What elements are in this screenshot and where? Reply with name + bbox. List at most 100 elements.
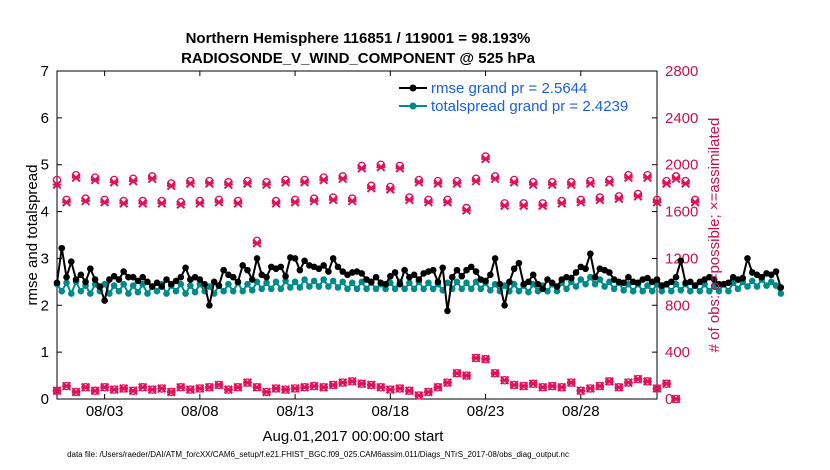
- rmse-series: [53, 244, 785, 315]
- x-tick-label: 08/08: [181, 403, 219, 420]
- rmse-point: [115, 276, 123, 283]
- totalspread-point: [420, 285, 427, 293]
- chart-title-line2: RADIOSONDE_V_WIND_COMPONENT @ 525 hPa: [181, 50, 536, 67]
- totalspread-point: [129, 282, 137, 289]
- obs-low-assimilated-point: [509, 380, 519, 390]
- totalspread-point: [263, 279, 270, 287]
- totalspread-point: [267, 285, 275, 293]
- rmse-point: [758, 273, 766, 281]
- legend-rmse-marker: [409, 84, 417, 92]
- rmse-point: [244, 266, 251, 274]
- obs-assimilated-point: [271, 198, 281, 208]
- totalspread-point: [58, 287, 66, 295]
- totalspread-point: [729, 279, 737, 287]
- rmse-point: [101, 297, 108, 304]
- totalspread-point: [425, 279, 432, 287]
- rmse-point: [715, 280, 723, 288]
- obs-assimilated-point: [690, 197, 700, 207]
- obs-assimilated-point: [681, 178, 691, 188]
- rmse-point: [358, 270, 366, 277]
- obs-assimilated-point: [366, 183, 376, 193]
- totalspread-point: [406, 279, 413, 287]
- obs-assimilated-point: [414, 177, 424, 187]
- y-right-tick-label: 0: [665, 391, 673, 408]
- rmse-point: [534, 280, 542, 288]
- obs-assimilated-point: [614, 194, 624, 204]
- rmse-point: [739, 274, 747, 282]
- obs-assimilated-point: [81, 196, 91, 206]
- rmse-point: [382, 280, 389, 288]
- rmse-point: [396, 280, 404, 288]
- obs-low-assimilated-point: [519, 381, 529, 391]
- obs-assimilated-point: [462, 205, 472, 215]
- obs-assimilated-point: [290, 197, 300, 207]
- x-axis: 08/03 08/08 08/13 08/18 08/23 08/28: [86, 71, 600, 420]
- rmse-point: [439, 264, 447, 272]
- rmse-point: [448, 273, 456, 281]
- obs-assimilated-point: [347, 196, 357, 206]
- obs-low-assimilated-point: [176, 382, 186, 392]
- totalspread-point: [453, 278, 461, 286]
- rmse-point: [548, 279, 556, 287]
- rmse-point: [387, 272, 394, 280]
- obs-low-assimilated-point: [195, 383, 205, 393]
- totalspread-point: [182, 290, 189, 297]
- totalspread-point: [744, 283, 751, 290]
- rmse-point: [510, 265, 518, 273]
- obs-assimilated-point: [157, 198, 167, 208]
- totalspread-point: [753, 283, 761, 290]
- rmse-point: [644, 274, 651, 282]
- totalspread-point: [272, 278, 280, 286]
- rmse-point: [515, 259, 523, 267]
- rmse-point: [91, 276, 99, 283]
- obs-assimilated-point: [176, 200, 186, 210]
- legend-rmse-label: rmse grand pr = 2.5644: [431, 80, 587, 97]
- obs-low-assimilated-point: [423, 387, 433, 397]
- obs-assimilated-point: [233, 198, 243, 208]
- obs-assimilated-point: [557, 198, 567, 208]
- rmse-point: [63, 273, 70, 281]
- totalspread-point: [110, 282, 118, 289]
- rmse-point: [282, 272, 289, 280]
- obs-assimilated-point: [595, 195, 605, 205]
- obs-low-assimilated-point: [557, 382, 567, 392]
- totalspread-point: [748, 277, 756, 285]
- totalspread-point: [187, 282, 194, 289]
- obs-assimilated-point: [300, 177, 310, 187]
- rmse-point: [491, 255, 499, 262]
- y-right-tick-label: 2800: [665, 63, 698, 80]
- obs-low-assimilated-point: [319, 382, 329, 392]
- obs-assimilated-point: [309, 196, 319, 206]
- rmse-point: [82, 278, 89, 286]
- totalspread-point: [325, 283, 332, 290]
- obs-assimilated-point: [357, 163, 367, 173]
- rmse-point: [139, 273, 147, 281]
- rmse-point: [677, 257, 685, 265]
- obs-low-assimilated-point: [442, 378, 452, 388]
- rmse-point: [334, 263, 342, 271]
- totalspread-point: [767, 278, 775, 286]
- rmse-point: [144, 278, 151, 286]
- totalspread-point: [463, 279, 470, 287]
- rmse-point: [620, 279, 627, 287]
- obs-assimilated-point: [662, 178, 672, 188]
- legend-spread-label: totalspread grand pr = 2.4239: [431, 98, 628, 115]
- obs-assimilated-point: [452, 178, 462, 188]
- obs-low-assimilated-point: [223, 385, 233, 395]
- obs-low-assimilated-point: [614, 382, 624, 392]
- obs-assimilated-point: [538, 201, 548, 211]
- obs-low-assimilated-point: [119, 383, 129, 393]
- y-left-tick-label: 1: [41, 344, 49, 361]
- totalspread-point: [87, 290, 94, 297]
- obs-low-assimilated-point: [385, 385, 395, 395]
- rmse-point: [215, 282, 223, 289]
- rmse-point: [301, 257, 308, 265]
- rmse-point: [415, 276, 423, 283]
- rmse-point: [572, 269, 580, 276]
- obs-low-assimilated-point: [100, 382, 110, 392]
- totalspread-point: [777, 290, 785, 297]
- plot-area: [56, 70, 658, 400]
- y-right-tick-label: 1600: [665, 204, 698, 221]
- totalspread-point: [282, 277, 289, 285]
- obs-low-assimilated-point: [157, 383, 167, 393]
